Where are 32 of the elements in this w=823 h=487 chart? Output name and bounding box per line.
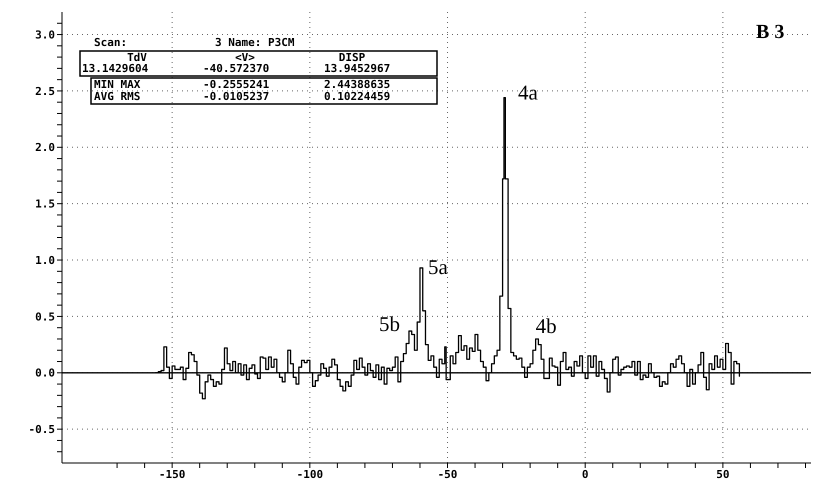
annotation: 5a (428, 254, 448, 279)
annotation: <V> (235, 51, 256, 64)
annotation: 4b (536, 314, 557, 338)
annotation: 5b (378, 312, 400, 336)
y-tick-label: 1.5 (35, 198, 55, 211)
annotation: -0.2555241 (203, 78, 270, 91)
y-tick-label: 3.0 (35, 28, 55, 42)
y-tick-label: -0.5 (28, 423, 55, 436)
y-tick-label: 1.0 (35, 254, 55, 267)
x-tick-label: -100 (296, 468, 324, 481)
y-tick-label: 2.0 (35, 141, 55, 154)
annotation: B 3 (756, 21, 784, 43)
x-tick-label: 50 (716, 468, 730, 481)
annotation: MIN MAX (94, 78, 141, 91)
annotation: 3 Name: P3CM (215, 36, 295, 49)
x-tick-label: -150 (158, 468, 186, 481)
annotation: 4a (518, 80, 538, 105)
y-tick-label: 2.5 (35, 84, 55, 98)
annotation: 13.1429604 (82, 62, 149, 75)
y-tick-label: 0.5 (35, 310, 55, 324)
x-tick-label: 0 (582, 468, 589, 481)
annotation: 2.44388635 (324, 78, 390, 91)
y-tick-label: 0.0 (35, 366, 55, 380)
annotation: 0.10224459 (324, 90, 390, 103)
annotation: -40.572370 (203, 62, 270, 75)
x-tick-label: -50 (438, 468, 458, 481)
annotation: 13.9452967 (324, 62, 390, 75)
annotation: -0.0105237 (203, 90, 270, 103)
annotation: AVG RMS (94, 90, 140, 103)
annotation: TdV (127, 51, 148, 64)
annotation: DISP (338, 51, 366, 64)
annotation: Scan: (94, 36, 128, 49)
